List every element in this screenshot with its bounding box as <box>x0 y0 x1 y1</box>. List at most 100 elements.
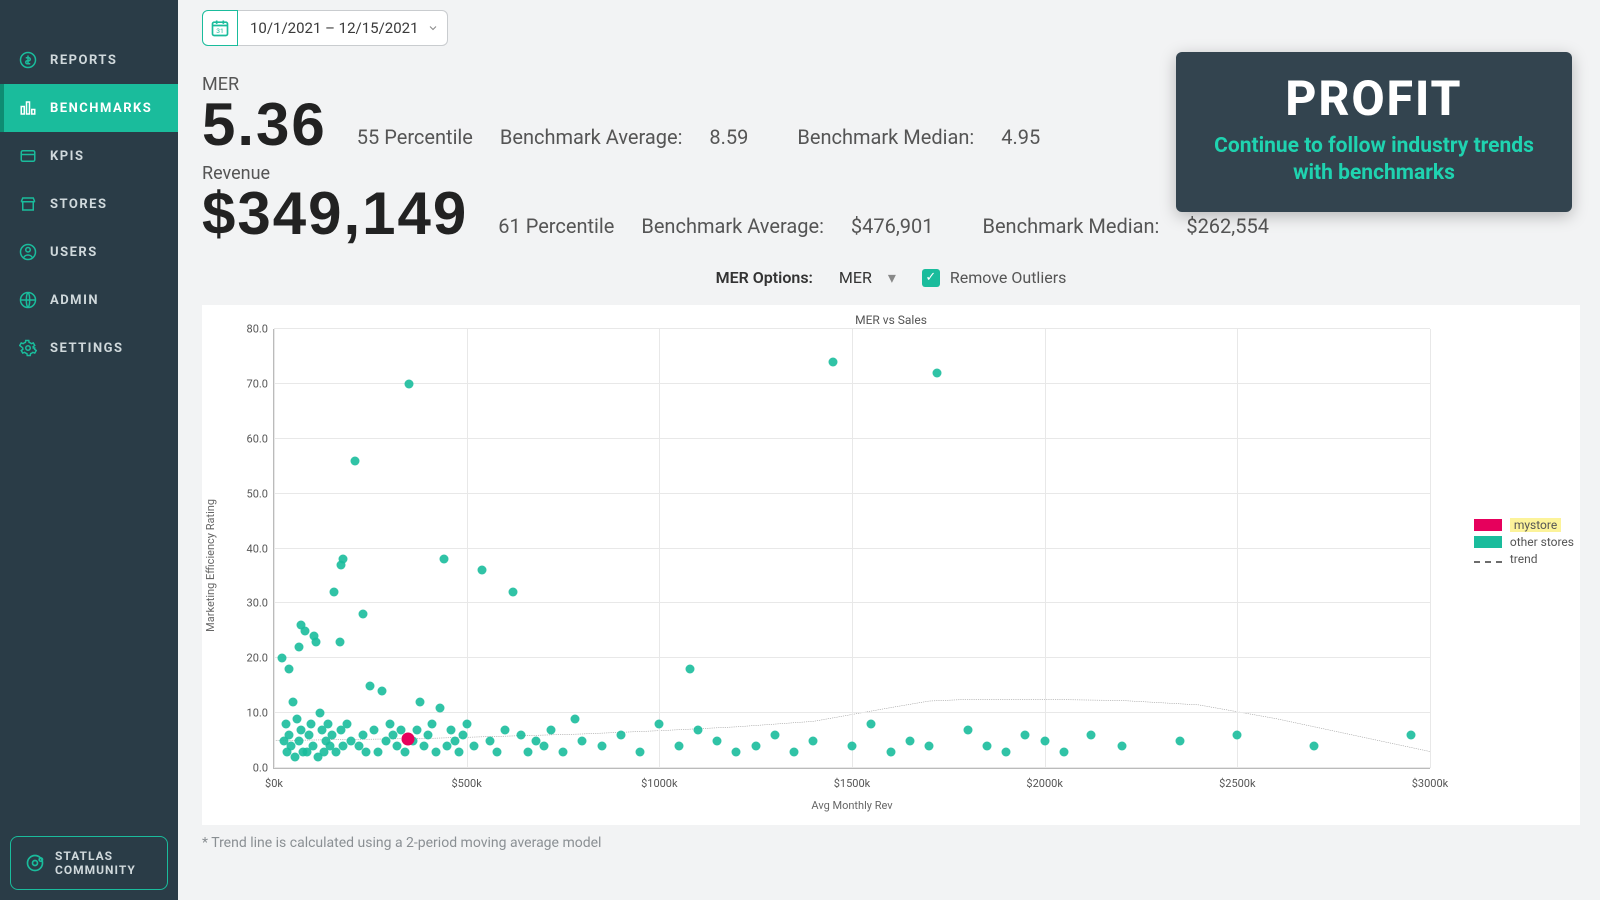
sidebar-item-settings[interactable]: SETTINGS <box>0 324 178 372</box>
overlay-title: PROFIT <box>1196 70 1552 127</box>
scatter-point <box>1117 742 1126 751</box>
sidebar-item-label: BENCHMARKS <box>50 101 152 116</box>
scatter-point <box>1059 747 1068 756</box>
scatter-point <box>516 731 525 740</box>
scatter-point <box>732 747 741 756</box>
legend-item-trend: trend <box>1474 552 1574 566</box>
chart-options: MER Options: MER ▾ ✓ Remove Outliers <box>202 264 1580 291</box>
scatter-point <box>1040 736 1049 745</box>
sidebar: REPORTS BENCHMARKS KPIS STORES USERS ADM… <box>0 0 178 900</box>
sidebar-item-label: USERS <box>50 245 98 260</box>
scatter-point <box>867 720 876 729</box>
scatter-point <box>559 747 568 756</box>
scatter-point <box>501 725 510 734</box>
caret-down-icon: ▾ <box>888 268 896 287</box>
calendar-button[interactable]: 31 <box>202 10 238 46</box>
scatter-point <box>306 720 315 729</box>
legend-item-otherstores: other stores <box>1474 535 1574 549</box>
scatter-point <box>470 742 479 751</box>
scatter-point <box>439 555 448 564</box>
scatter-point <box>277 654 286 663</box>
scatter-point <box>285 731 294 740</box>
bars-icon <box>16 99 40 117</box>
scatter-point <box>420 742 429 751</box>
scatter-point <box>886 747 895 756</box>
scatter-point <box>370 725 379 734</box>
date-range-value: 10/1/2021 – 12/15/2021 <box>250 19 419 37</box>
scatter-point <box>462 720 471 729</box>
community-icon <box>25 853 45 873</box>
scatter-point <box>295 736 304 745</box>
scatter-point <box>925 742 934 751</box>
scatter-point <box>905 736 914 745</box>
scatter-point <box>770 731 779 740</box>
scatter-point <box>335 637 344 646</box>
scatter-point <box>339 555 348 564</box>
date-range-select[interactable]: 10/1/2021 – 12/15/2021 <box>238 10 448 46</box>
scatter-point <box>454 747 463 756</box>
scatter-point <box>285 665 294 674</box>
scatter-point <box>547 725 556 734</box>
chevron-down-icon <box>427 22 439 34</box>
sidebar-item-kpis[interactable]: KPIS <box>0 132 178 180</box>
scatter-point <box>1310 742 1319 751</box>
chart-title: MER vs Sales <box>202 313 1580 327</box>
check-icon: ✓ <box>922 269 940 287</box>
scatter-point <box>358 610 367 619</box>
scatter-point <box>493 747 502 756</box>
remove-outliers-checkbox[interactable]: ✓ Remove Outliers <box>922 268 1067 287</box>
scatter-point <box>932 368 941 377</box>
scatter-point <box>478 566 487 575</box>
highlight-point <box>402 732 415 745</box>
scatter-point <box>570 714 579 723</box>
scatter-point <box>616 731 625 740</box>
scatter-point <box>447 725 456 734</box>
scatter-point <box>485 736 494 745</box>
scatter-point <box>377 687 386 696</box>
scatter-point <box>963 725 972 734</box>
card-icon <box>16 147 40 165</box>
dollar-circle-icon <box>16 51 40 69</box>
scatter-point <box>295 643 304 652</box>
scatter-chart: MER vs Sales Marketing Efficiency Rating… <box>202 305 1580 825</box>
chart-ylabel: Marketing Efficiency Rating <box>202 499 219 632</box>
scatter-point <box>281 720 290 729</box>
sidebar-item-admin[interactable]: ADMIN <box>0 276 178 324</box>
revenue-percentile: 61 Percentile <box>498 214 614 238</box>
sidebar-item-stores[interactable]: STORES <box>0 180 178 228</box>
scatter-point <box>1086 731 1095 740</box>
mer-options-label: MER Options: <box>716 268 813 287</box>
scatter-point <box>1406 731 1415 740</box>
calendar-icon: 31 <box>210 18 230 38</box>
scatter-point <box>539 742 548 751</box>
remove-outliers-label: Remove Outliers <box>950 268 1067 287</box>
mer-options-select[interactable]: MER ▾ <box>831 264 904 291</box>
scatter-point <box>374 747 383 756</box>
scatter-point <box>524 747 533 756</box>
scatter-point <box>404 379 413 388</box>
scatter-point <box>412 725 421 734</box>
community-button[interactable]: STATLAS COMMUNITY <box>10 836 168 890</box>
sidebar-item-label: REPORTS <box>50 53 117 68</box>
sidebar-item-label: ADMIN <box>50 293 99 308</box>
scatter-point <box>327 731 336 740</box>
scatter-point <box>416 698 425 707</box>
scatter-point <box>1002 747 1011 756</box>
sidebar-item-label: KPIS <box>50 149 84 164</box>
scatter-point <box>323 720 332 729</box>
sidebar-item-reports[interactable]: REPORTS <box>0 36 178 84</box>
scatter-point <box>790 747 799 756</box>
sidebar-item-users[interactable]: USERS <box>0 228 178 276</box>
scatter-point <box>366 681 375 690</box>
scatter-point <box>289 698 298 707</box>
scatter-point <box>751 742 760 751</box>
scatter-point <box>362 747 371 756</box>
chart-plot-area: Avg Monthly Rev $0k$500k$1000k$1500k$200… <box>273 329 1430 769</box>
sidebar-item-benchmarks[interactable]: BENCHMARKS <box>0 84 178 132</box>
scatter-point <box>316 709 325 718</box>
scatter-point <box>848 742 857 751</box>
scatter-point <box>809 736 818 745</box>
scatter-point <box>296 621 305 630</box>
mer-percentile: 55 Percentile <box>357 125 473 149</box>
svg-text:31: 31 <box>216 27 223 35</box>
